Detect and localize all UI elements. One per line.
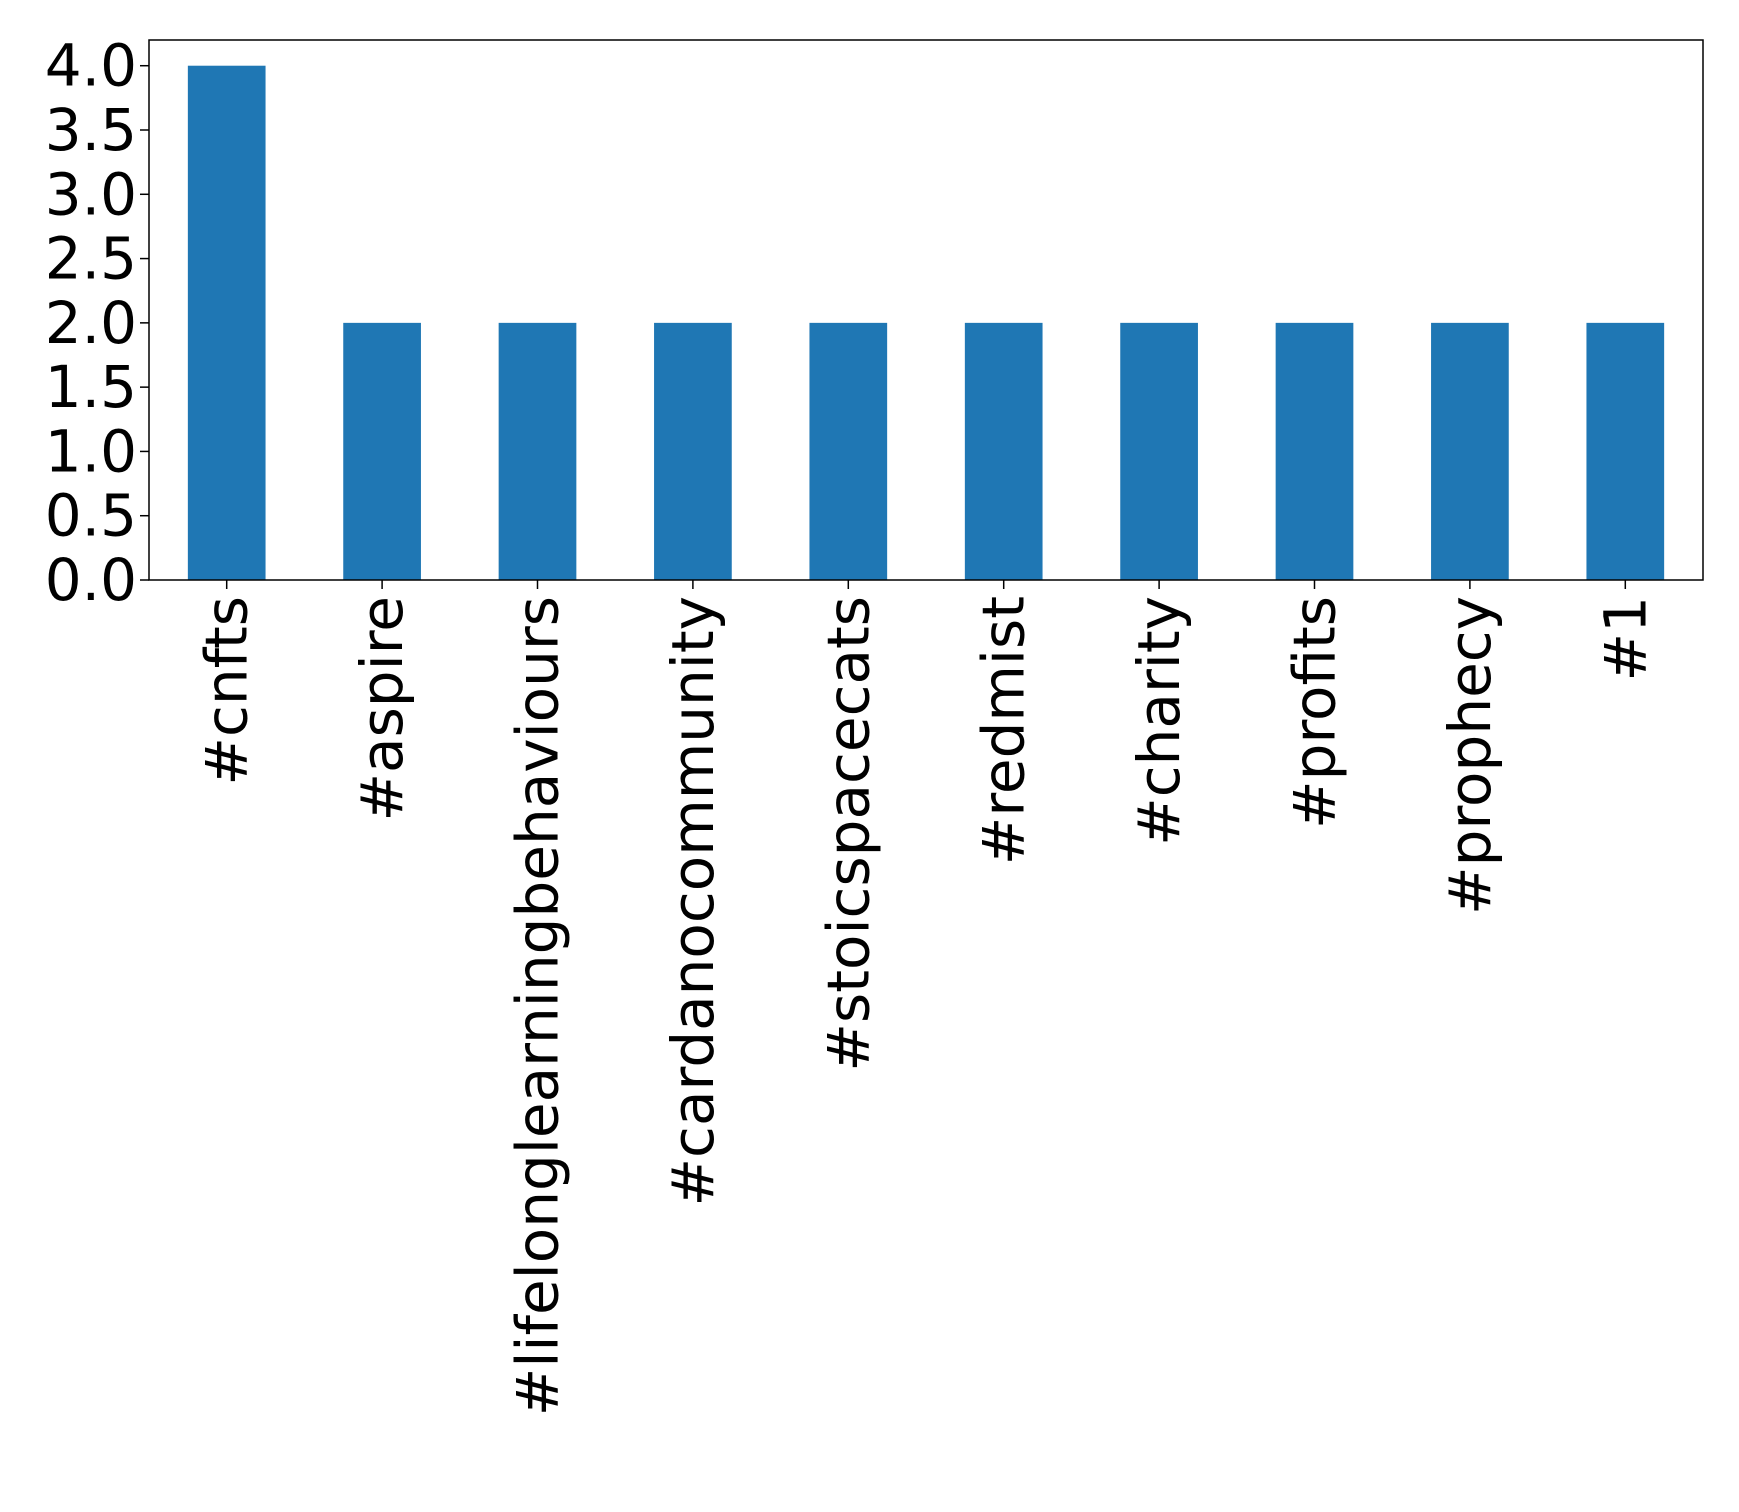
x-tick-label: #1: [1591, 596, 1659, 682]
bar: [809, 322, 888, 580]
y-tick-label: 3.0: [45, 160, 137, 228]
bar: [964, 322, 1043, 580]
bars: [187, 65, 1665, 580]
y-tick-label: 1.5: [45, 353, 137, 421]
y-tick-label: 2.5: [45, 225, 137, 293]
bar: [1586, 322, 1665, 580]
bar: [1275, 322, 1354, 580]
y-tick-label: 3.5: [45, 96, 137, 164]
x-tick-label: #cnfts: [193, 596, 261, 786]
x-tick-label: #profits: [1281, 596, 1349, 829]
plot-frame: [148, 39, 1704, 581]
x-tick-label: #stoicspacecats: [814, 596, 882, 1072]
x-tick-label: #prophecy: [1436, 596, 1504, 915]
bar: [187, 65, 266, 580]
bar: [654, 322, 732, 580]
y-tick-label: 1.0: [45, 417, 137, 485]
y-tick-label: 0.0: [45, 546, 137, 614]
axis-ticks: #cnfts #aspire #lifelonglearningbehaviours…: [45, 32, 1660, 1417]
x-tick-label: #charity: [1125, 596, 1193, 846]
x-tick-label: #redmist: [970, 596, 1038, 865]
x-tick-label: #cardanocommunity: [659, 596, 727, 1207]
x-tick-label: #lifelonglearningbehaviours: [504, 596, 572, 1416]
y-tick-label: 2.0: [45, 289, 137, 357]
bar: [498, 322, 577, 580]
y-tick-label: 0.5: [45, 482, 137, 550]
bar: [1120, 322, 1198, 580]
y-tick-label: 4.0: [45, 32, 137, 100]
bar: [343, 322, 421, 580]
bar: [1431, 322, 1509, 580]
x-tick-label: #aspire: [348, 596, 416, 822]
